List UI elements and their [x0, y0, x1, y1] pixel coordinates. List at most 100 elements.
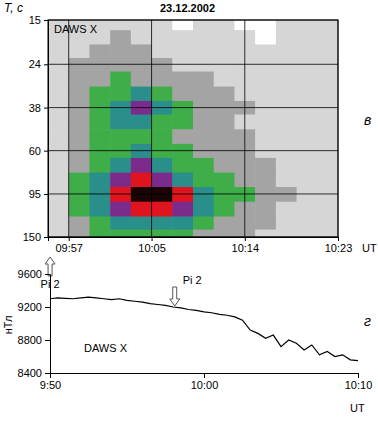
- heat-cell: [69, 58, 90, 72]
- heat-cell: [255, 30, 276, 45]
- tick-mark: [152, 237, 153, 241]
- heat-cell: [131, 187, 152, 202]
- heat-cell: [89, 187, 110, 202]
- heat-cell: [193, 216, 214, 230]
- heat-cell: [255, 216, 276, 230]
- heat-cell: [110, 30, 131, 45]
- heat-cell: [172, 216, 193, 230]
- heat-cell: [214, 144, 235, 159]
- tick-label: 60: [29, 145, 41, 157]
- heat-cell: [214, 20, 235, 31]
- heat-cell: [193, 230, 214, 237]
- tick: 95: [29, 188, 48, 200]
- heat-cell: [89, 216, 110, 230]
- heat-cell: [297, 158, 318, 173]
- heat-cell: [172, 187, 193, 202]
- y-axis-title: нТл: [2, 316, 14, 335]
- heat-cell: [317, 216, 338, 230]
- heat-cell: [214, 129, 235, 144]
- heat-cell: [152, 187, 173, 202]
- heat-cell: [89, 115, 110, 130]
- heat-cell: [172, 58, 193, 72]
- heat-cell: [193, 72, 214, 88]
- heat-cell: [193, 202, 214, 217]
- plot-area: [48, 20, 338, 237]
- heat-cell: [110, 158, 131, 173]
- station-label: DAWS X: [54, 23, 98, 35]
- y-axis-line: [45, 275, 51, 374]
- heat-cell: [110, 101, 131, 115]
- heat-cell: [89, 87, 110, 102]
- tick: 150: [23, 231, 48, 243]
- heat-cell: [255, 58, 276, 72]
- heat-cell: [69, 115, 90, 130]
- heat-cell: [48, 72, 69, 88]
- heat-cell: [89, 44, 110, 58]
- data-line: [50, 297, 358, 361]
- heat-cell: [172, 30, 193, 45]
- heat-cell: [172, 129, 193, 144]
- heat-cell: [172, 144, 193, 159]
- heat-cell: [255, 20, 276, 31]
- heat-cell: [131, 72, 152, 88]
- heat-cell: [255, 144, 276, 159]
- plot-frame: [48, 20, 338, 237]
- heat-cell: [89, 202, 110, 217]
- heat-cell: [131, 216, 152, 230]
- heat-cell: [317, 58, 338, 72]
- tick-label: 10:00: [191, 379, 219, 391]
- heat-cell: [193, 129, 214, 144]
- heat-cell: [69, 72, 90, 88]
- heat-cell: [214, 101, 235, 115]
- heat-cell: [152, 173, 173, 188]
- heat-cell: [48, 202, 69, 217]
- heat-cell: [152, 216, 173, 230]
- x-axis: 9:5010:0010:10: [40, 373, 372, 391]
- heat-cell: [317, 202, 338, 217]
- heat-cell: [297, 129, 318, 144]
- tick-label: 09:57: [55, 242, 83, 254]
- heat-cell: [152, 144, 173, 159]
- heat-cell: [110, 129, 131, 144]
- heat-cell: [317, 101, 338, 115]
- tick: 8400: [18, 367, 50, 379]
- tick-label: 9200: [18, 301, 42, 313]
- tick: 10:10: [345, 373, 373, 391]
- heat-cell: [48, 216, 69, 230]
- heat-cell: [172, 158, 193, 173]
- heat-cell: [317, 158, 338, 173]
- heat-cell: [89, 144, 110, 159]
- heat-cell: [317, 173, 338, 188]
- heat-cell: [193, 30, 214, 45]
- heat-cell: [276, 72, 297, 88]
- heat-cell: [48, 187, 69, 202]
- heat-cell: [214, 216, 235, 230]
- heat-cell: [255, 101, 276, 115]
- tick-mark: [45, 373, 50, 374]
- heat-cell: [89, 101, 110, 115]
- heat-cell: [69, 202, 90, 217]
- heat-cell: [48, 230, 69, 237]
- heat-cell: [110, 115, 131, 130]
- tick-label: 10:23: [325, 242, 353, 254]
- tick: 60: [29, 145, 48, 157]
- grid-line: [244, 20, 245, 237]
- heat-cell: [317, 230, 338, 237]
- tick-label: 10:05: [138, 242, 166, 254]
- heat-cell: [172, 87, 193, 102]
- heat-cell: [131, 202, 152, 217]
- heat-cell: [193, 20, 214, 31]
- tick: 24: [29, 58, 48, 70]
- figure: 09:5710:0510:1410:231524386095150T, с23.…: [0, 0, 378, 426]
- heat-cell: [131, 115, 152, 130]
- heat-cell: [172, 20, 193, 31]
- heat-cell: [131, 129, 152, 144]
- tick-mark: [204, 373, 205, 378]
- heat-cell: [297, 101, 318, 115]
- heat-cell: [110, 202, 131, 217]
- heat-cell: [48, 173, 69, 188]
- grid-line: [48, 107, 338, 108]
- heat-cell: [317, 72, 338, 88]
- tick-label: 10:10: [345, 379, 373, 391]
- tick: 10:23: [325, 237, 353, 254]
